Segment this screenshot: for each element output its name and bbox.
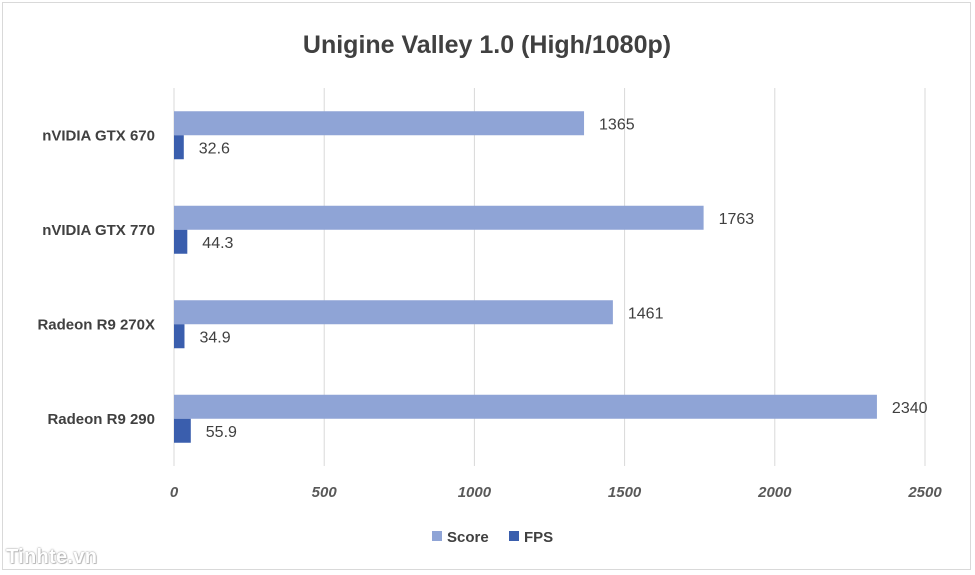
bar-score [174, 394, 877, 419]
bar-score [174, 300, 613, 325]
x-tick-labels: 0 500 1000 1500 2000 2500 [170, 484, 943, 501]
legend-label-fps: FPS [524, 529, 553, 546]
x-tick-label: 1500 [608, 484, 642, 501]
bar-fps [174, 135, 184, 160]
x-tick-label: 500 [312, 484, 338, 501]
bars [174, 111, 877, 443]
data-label-score: 2340 [892, 400, 928, 417]
category-label: Radeon R9 270X [37, 316, 155, 333]
bar-score [174, 205, 704, 230]
x-tick-label: 0 [170, 484, 179, 501]
legend: Score FPS [432, 529, 553, 546]
category-label: nVIDIA GTX 670 [42, 127, 155, 144]
data-label-fps: 44.3 [202, 235, 233, 252]
data-label-score: 1763 [719, 211, 755, 228]
x-tick-label: 2000 [757, 484, 792, 501]
x-tick-label: 1000 [458, 484, 492, 501]
chart-title: Unigine Valley 1.0 (High/1080p) [303, 31, 671, 59]
data-label-fps: 55.9 [206, 424, 237, 441]
category-labels: nVIDIA GTX 670 nVIDIA GTX 770 Radeon R9 27… [37, 127, 155, 428]
data-label-fps: 32.6 [199, 140, 230, 157]
watermark: Tinhte.vn [6, 546, 98, 568]
data-label-score: 1461 [628, 305, 664, 322]
category-label: Radeon R9 290 [47, 411, 155, 428]
legend-swatch-fps [509, 531, 519, 541]
data-labels: 1365 32.6 1763 44.3 1461 34.9 2340 55.9 [199, 116, 928, 441]
legend-label-score: Score [447, 529, 489, 546]
category-label: nVIDIA GTX 770 [42, 222, 155, 239]
legend-swatch-score [432, 531, 442, 541]
x-tick-label: 2500 [907, 484, 942, 501]
data-label-score: 1365 [599, 116, 635, 133]
bar-fps [174, 324, 185, 349]
bar-score [174, 111, 585, 136]
bar-fps [174, 418, 191, 443]
bar-fps [174, 229, 188, 254]
data-label-fps: 34.9 [199, 329, 230, 346]
